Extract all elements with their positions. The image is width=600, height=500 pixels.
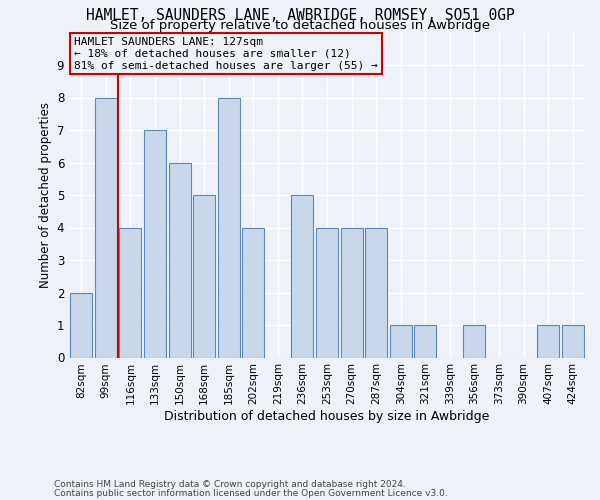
- Bar: [463, 325, 485, 358]
- Text: HAMLET SAUNDERS LANE: 127sqm
← 18% of detached houses are smaller (12)
81% of se: HAMLET SAUNDERS LANE: 127sqm ← 18% of de…: [74, 38, 378, 70]
- Text: Size of property relative to detached houses in Awbridge: Size of property relative to detached ho…: [110, 19, 490, 32]
- Bar: [70, 292, 92, 358]
- Text: Contains public sector information licensed under the Open Government Licence v3: Contains public sector information licen…: [54, 488, 448, 498]
- Bar: [242, 228, 265, 358]
- Text: Contains HM Land Registry data © Crown copyright and database right 2024.: Contains HM Land Registry data © Crown c…: [54, 480, 406, 489]
- Bar: [169, 162, 191, 358]
- Bar: [389, 325, 412, 358]
- Bar: [341, 228, 362, 358]
- Bar: [292, 195, 313, 358]
- Bar: [144, 130, 166, 358]
- Bar: [562, 325, 584, 358]
- X-axis label: Distribution of detached houses by size in Awbridge: Distribution of detached houses by size …: [164, 410, 490, 423]
- Bar: [537, 325, 559, 358]
- Bar: [193, 195, 215, 358]
- Bar: [414, 325, 436, 358]
- Y-axis label: Number of detached properties: Number of detached properties: [40, 102, 52, 288]
- Bar: [218, 98, 240, 358]
- Bar: [95, 98, 117, 358]
- Bar: [316, 228, 338, 358]
- Bar: [365, 228, 387, 358]
- Text: HAMLET, SAUNDERS LANE, AWBRIDGE, ROMSEY, SO51 0GP: HAMLET, SAUNDERS LANE, AWBRIDGE, ROMSEY,…: [86, 8, 514, 22]
- Bar: [119, 228, 142, 358]
